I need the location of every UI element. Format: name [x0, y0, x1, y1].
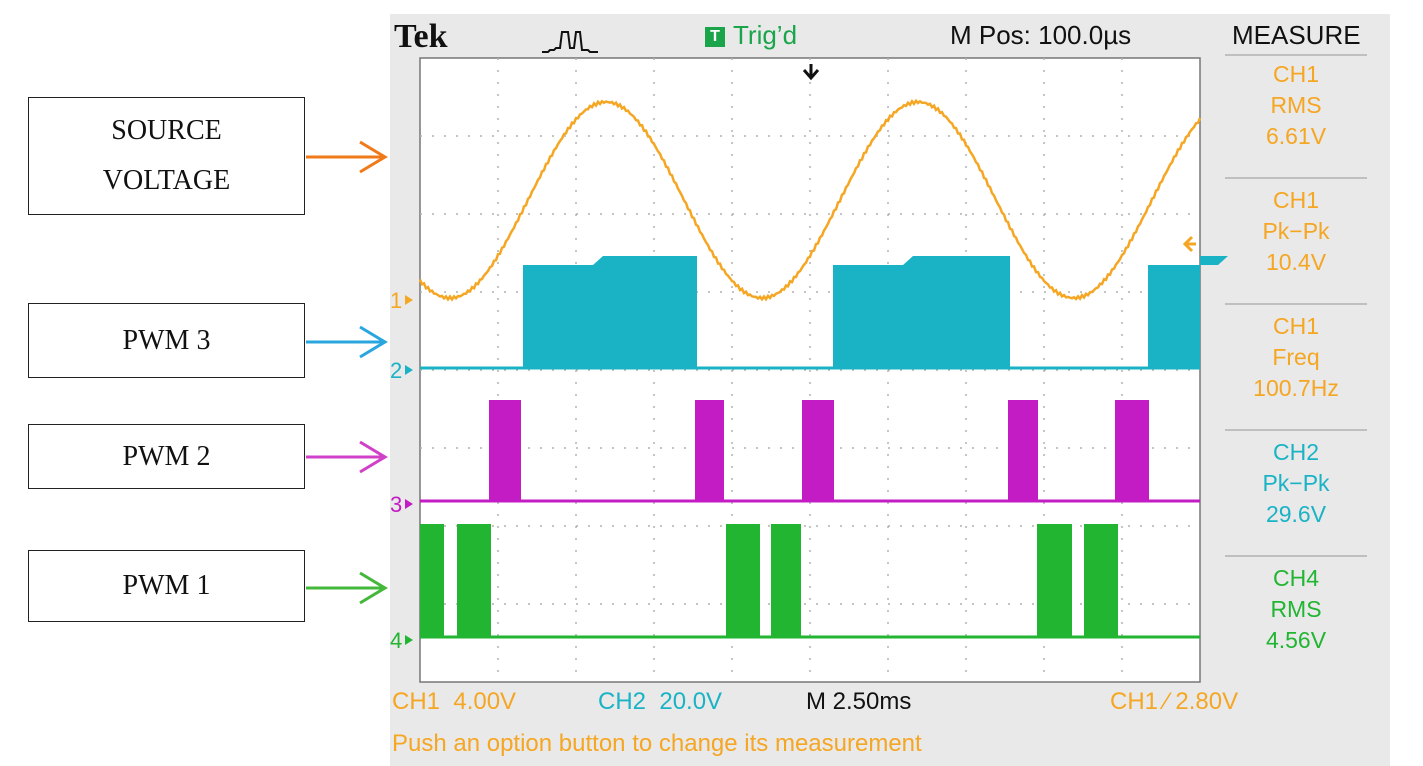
- measurement-ch: CH4: [1272, 565, 1319, 591]
- trigger-status: T Trig’d: [705, 20, 797, 51]
- measurement-1[interactable]: CH1 RMS 6.61V: [1225, 59, 1367, 152]
- label-source-line2: VOLTAGE: [102, 165, 231, 196]
- measurement-value: 100.7Hz: [1253, 375, 1339, 401]
- ch4-pulse: [420, 524, 444, 637]
- measurement-ch: CH1: [1272, 313, 1319, 339]
- measurement-2[interactable]: CH1 Pk−Pk 10.4V: [1225, 185, 1367, 278]
- ch3-pulse: [1115, 400, 1149, 501]
- trigger-level-icon: [1182, 235, 1196, 253]
- ch2-pulse: [833, 256, 1010, 368]
- ch4-pulse: [1084, 524, 1118, 637]
- ch2-pulse: [1148, 256, 1228, 368]
- measure-separator: [1225, 54, 1367, 56]
- channel-marker-1: 1: [390, 288, 402, 313]
- measurement-type: Freq: [1272, 344, 1320, 370]
- measurement-4[interactable]: CH2 Pk−Pk 29.6V: [1225, 437, 1367, 530]
- horizontal-position: M Pos: 100.0µs: [950, 20, 1132, 50]
- measurement-ch: CH1: [1272, 187, 1319, 213]
- channel-marker-arrow-icon: [405, 365, 413, 375]
- measure-separator: [1225, 303, 1367, 305]
- measurement-value: 4.56V: [1265, 627, 1327, 653]
- measure-menu-title: MEASURE: [1232, 20, 1361, 50]
- acquisition-icon: [542, 31, 598, 53]
- ch3-pulse: [1008, 400, 1038, 501]
- channel-marker-3: 3: [390, 492, 402, 517]
- measurement-type: RMS: [1270, 596, 1322, 622]
- label-source-line1: SOURCE: [111, 115, 222, 146]
- ch4-pulse: [457, 524, 491, 637]
- measurement-type: Pk−Pk: [1262, 218, 1330, 244]
- channel-marker-2: 2: [390, 358, 402, 383]
- measurement-value: 10.4V: [1265, 249, 1327, 275]
- measurement-ch: CH2: [1272, 439, 1319, 465]
- ch1-waveform: [418, 98, 1202, 302]
- measurement-type: RMS: [1270, 92, 1322, 118]
- trigger-t-icon: T: [705, 27, 725, 47]
- channel-marker-arrow-icon: [405, 295, 413, 305]
- channel-marker-arrow-icon: [405, 499, 413, 509]
- ch2-pulse: [523, 256, 697, 368]
- measurement-ch: CH1: [1272, 61, 1319, 87]
- channel-marker-arrow-icon: [405, 635, 413, 645]
- ch2-scale: CH2 20.0V: [598, 688, 723, 715]
- trigger-status-text: Trig’d: [733, 20, 798, 50]
- measurement-5[interactable]: CH4 RMS 4.56V: [1225, 563, 1367, 656]
- ch4-pulse: [1037, 524, 1072, 637]
- ch1-scale: CH1 4.00V: [392, 688, 517, 715]
- ch3-pulse: [489, 400, 521, 501]
- ch3-pulse: [695, 400, 724, 501]
- ch3-pulse: [802, 400, 834, 501]
- label-pwm1: PWM 1: [28, 550, 305, 622]
- ch4-pulse: [771, 524, 801, 637]
- trigger-setting: CH1 ∕ 2.80V: [1110, 688, 1239, 715]
- label-pwm3: PWM 3: [28, 303, 305, 378]
- label-source-voltage: SOURCE VOLTAGE: [28, 97, 305, 215]
- ch4-pulse: [726, 524, 760, 637]
- channel-marker-4: 4: [390, 628, 402, 653]
- status-message: Push an option button to change its meas…: [392, 730, 922, 757]
- measure-separator: [1225, 429, 1367, 431]
- measurement-3[interactable]: CH1 Freq 100.7Hz: [1225, 311, 1367, 404]
- brand-logo: Tek: [394, 18, 448, 55]
- timebase: M 2.50ms: [806, 688, 912, 715]
- measure-separator: [1225, 555, 1367, 557]
- measurement-value: 29.6V: [1265, 501, 1327, 527]
- label-pwm2: PWM 2: [28, 424, 305, 489]
- measurement-value: 6.61V: [1265, 123, 1327, 149]
- trigger-position-icon: [802, 64, 820, 81]
- measure-separator: [1225, 177, 1367, 179]
- measurement-type: Pk−Pk: [1262, 470, 1330, 496]
